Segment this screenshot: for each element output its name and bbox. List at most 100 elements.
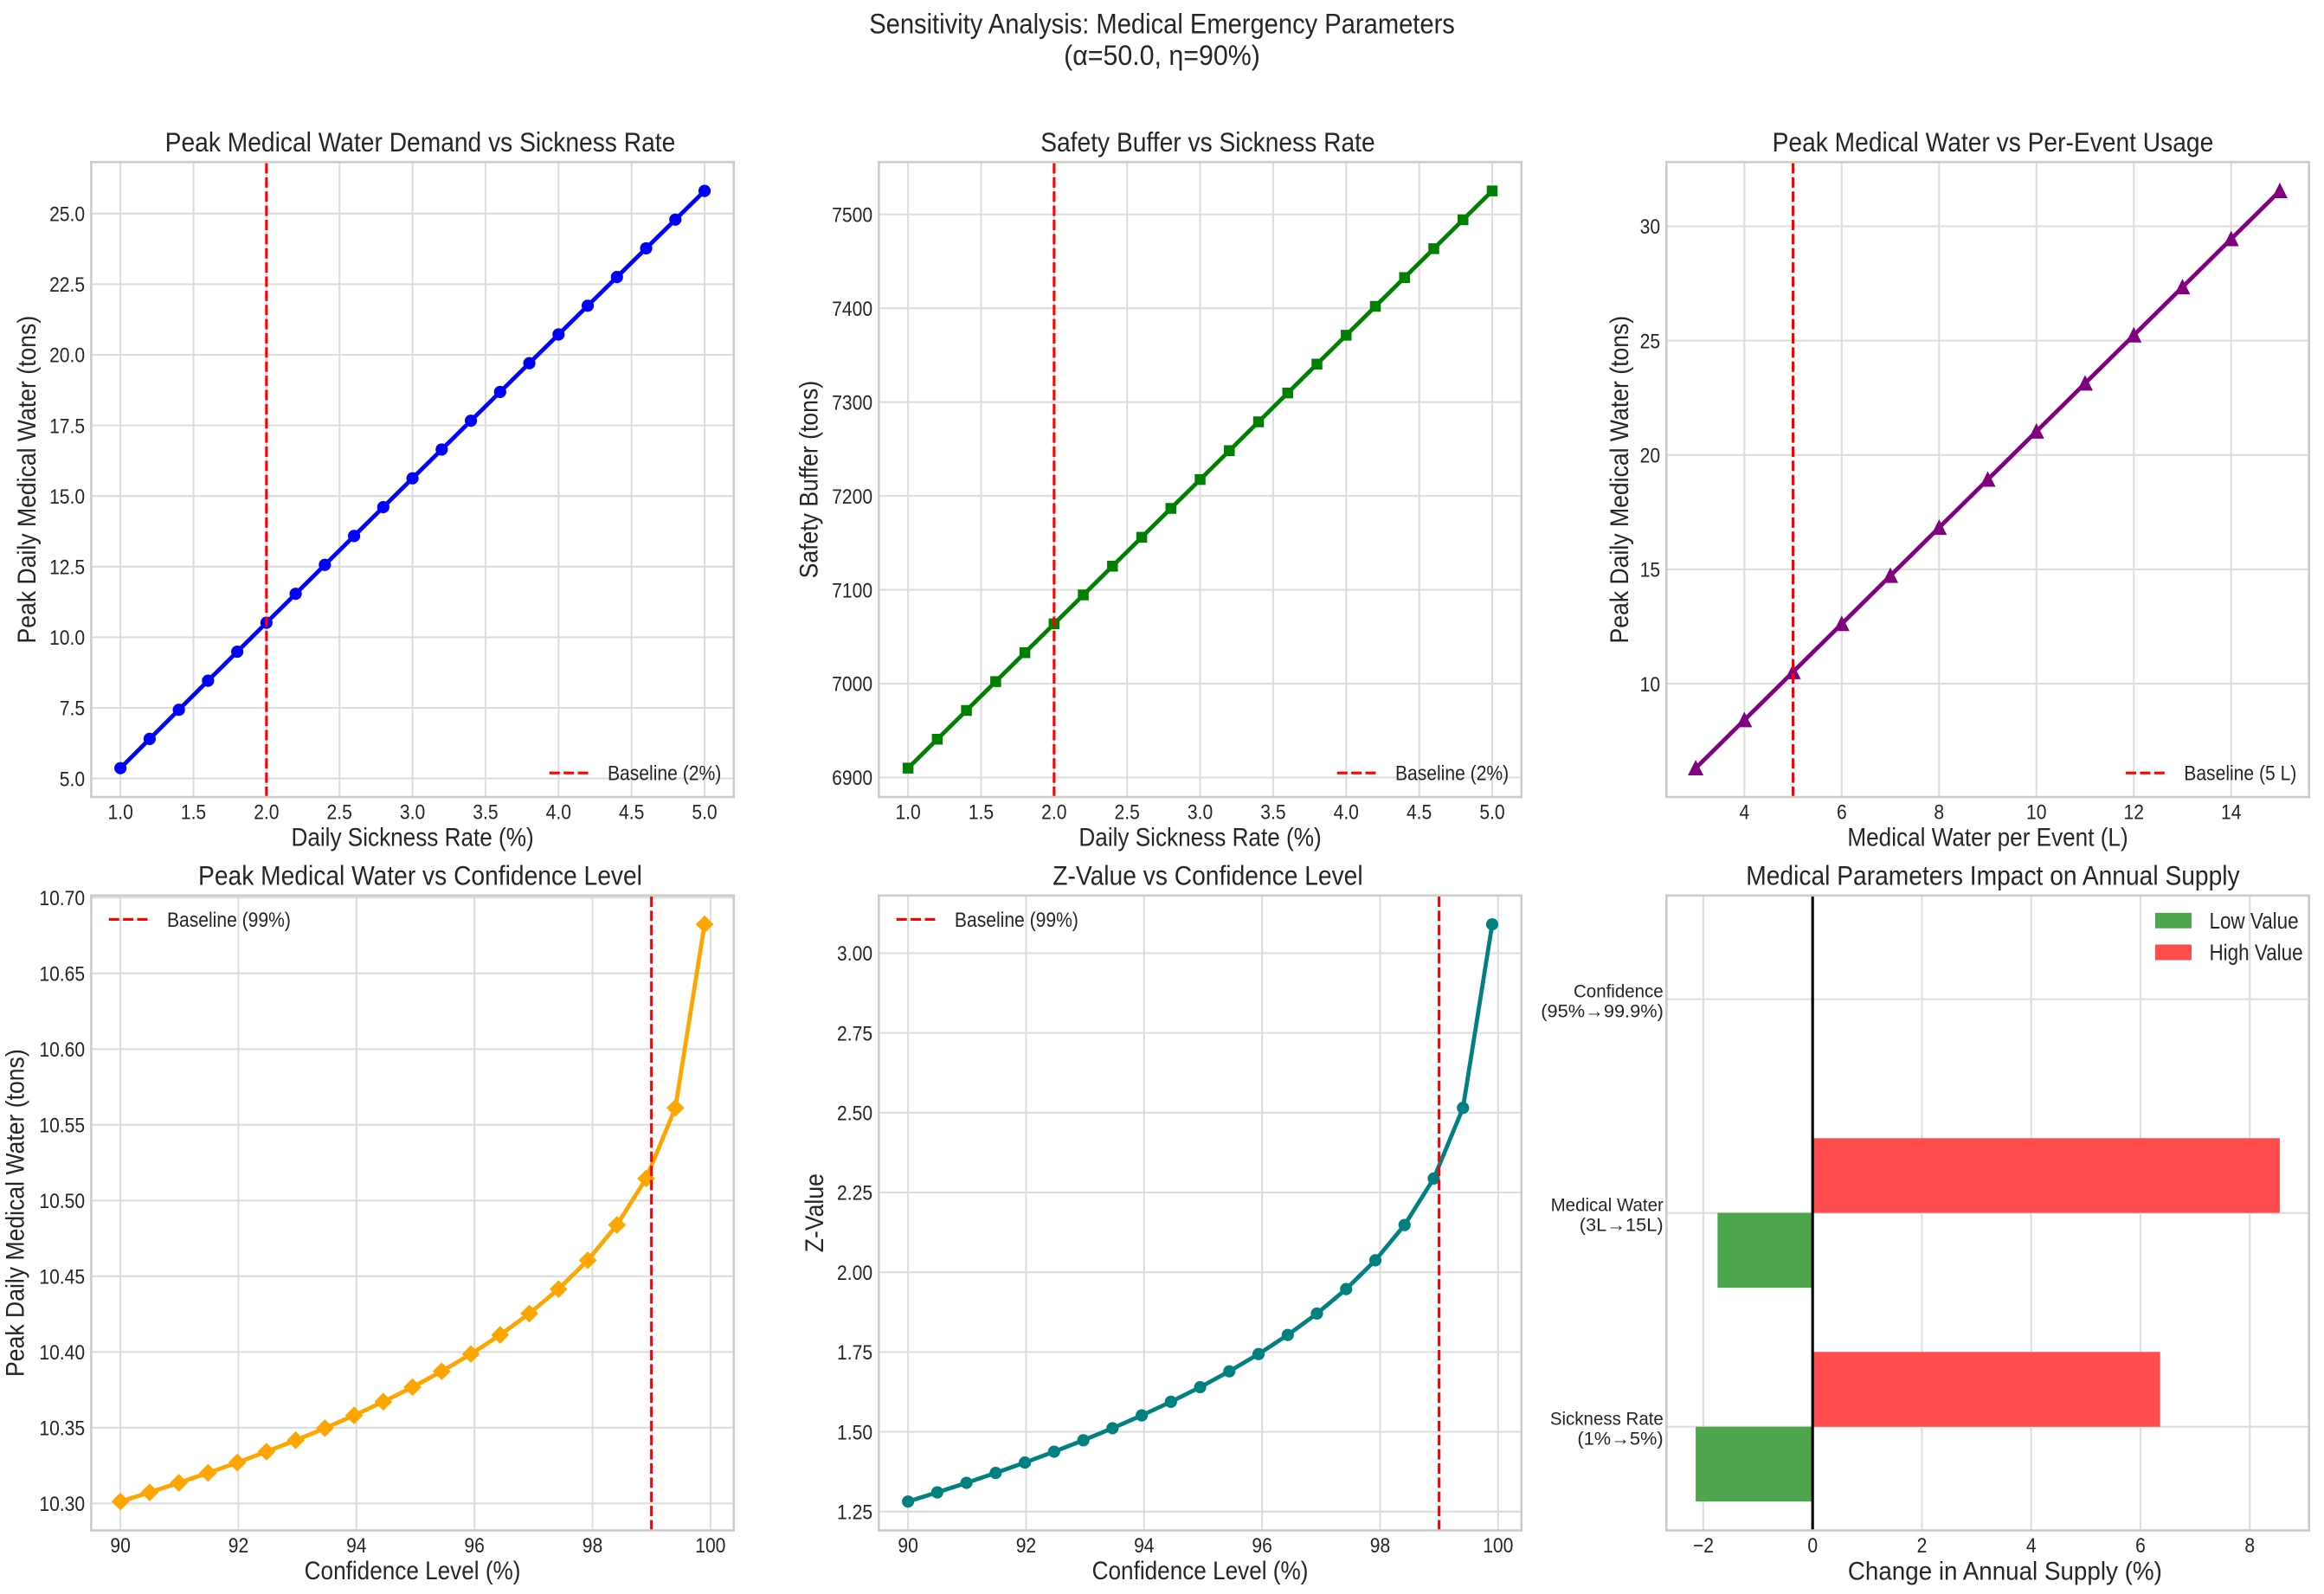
svg-text:2: 2	[1917, 1534, 1928, 1558]
svg-text:8: 8	[2244, 1534, 2255, 1558]
svg-text:12.5: 12.5	[49, 556, 85, 579]
svg-text:15.0: 15.0	[49, 485, 85, 509]
svg-text:Confidence Level (%): Confidence Level (%)	[305, 1557, 521, 1585]
svg-text:7400: 7400	[832, 298, 872, 321]
svg-text:92: 92	[229, 1534, 248, 1558]
svg-text:1.5: 1.5	[969, 801, 994, 825]
svg-text:6: 6	[1837, 801, 1847, 825]
svg-text:98: 98	[583, 1534, 602, 1558]
svg-text:(α=50.0, η=90%): (α=50.0, η=90%)	[1064, 40, 1260, 71]
svg-text:Safety Buffer (tons): Safety Buffer (tons)	[795, 381, 823, 579]
svg-text:Safety Buffer vs Sickness Rate: Safety Buffer vs Sickness Rate	[1040, 127, 1374, 157]
svg-text:10.0: 10.0	[49, 627, 85, 650]
svg-text:2.5: 2.5	[327, 801, 352, 825]
svg-text:(95%→99.9%): (95%→99.9%)	[1541, 1000, 1664, 1021]
svg-text:2.0: 2.0	[254, 801, 279, 825]
svg-text:Sickness Rate: Sickness Rate	[1550, 1408, 1664, 1429]
svg-text:25.0: 25.0	[49, 203, 85, 227]
svg-text:Confidence Level (%): Confidence Level (%)	[1092, 1557, 1309, 1585]
svg-text:Peak Medical Water Demand vs S: Peak Medical Water Demand vs Sickness Ra…	[165, 127, 676, 157]
svg-text:1.5: 1.5	[181, 801, 206, 825]
svg-text:10: 10	[2026, 801, 2046, 825]
svg-text:4: 4	[1739, 801, 1749, 825]
svg-text:2.75: 2.75	[837, 1022, 872, 1045]
svg-text:Peak Medical Water vs Confiden: Peak Medical Water vs Confidence Level	[198, 860, 642, 890]
svg-text:Z-Value vs Confidence Level: Z-Value vs Confidence Level	[1053, 860, 1362, 890]
svg-text:Peak Medical Water vs Per-Even: Peak Medical Water vs Per-Event Usage	[1773, 127, 2214, 157]
svg-text:Z-Value: Z-Value	[801, 1173, 829, 1252]
svg-text:7000: 7000	[832, 673, 872, 697]
svg-text:0: 0	[1807, 1534, 1818, 1558]
svg-text:25: 25	[1640, 330, 1660, 353]
svg-text:4: 4	[2026, 1534, 2037, 1558]
svg-text:Change in Annual Supply (%): Change in Annual Supply (%)	[1848, 1558, 2162, 1586]
svg-text:Peak Daily Medical Water (tons: Peak Daily Medical Water (tons)	[1606, 316, 1634, 644]
svg-text:10.30: 10.30	[39, 1493, 85, 1516]
svg-text:Low Value: Low Value	[2209, 909, 2298, 934]
svg-text:2.25: 2.25	[837, 1182, 872, 1205]
svg-text:4.5: 4.5	[1407, 801, 1432, 825]
svg-text:2.5: 2.5	[1115, 801, 1140, 825]
svg-text:100: 100	[695, 1534, 725, 1558]
svg-text:Baseline (2%): Baseline (2%)	[608, 762, 721, 786]
svg-text:10.55: 10.55	[39, 1115, 85, 1138]
svg-text:3.5: 3.5	[473, 801, 498, 825]
svg-text:10.35: 10.35	[39, 1417, 85, 1441]
svg-text:10.40: 10.40	[39, 1341, 85, 1365]
svg-text:Sensitivity Analysis: Medical: Sensitivity Analysis: Medical Emergency …	[869, 9, 1455, 40]
svg-text:7500: 7500	[832, 203, 872, 227]
svg-text:14: 14	[2221, 801, 2241, 825]
svg-text:90: 90	[898, 1534, 917, 1558]
svg-text:Confidence: Confidence	[1574, 980, 1664, 1001]
svg-text:100: 100	[1483, 1534, 1513, 1558]
svg-text:8: 8	[1934, 801, 1944, 825]
svg-text:High Value: High Value	[2209, 941, 2302, 965]
svg-text:Medical Water per Event (L): Medical Water per Event (L)	[1847, 824, 2128, 852]
svg-text:6900: 6900	[832, 767, 872, 790]
svg-text:1.25: 1.25	[837, 1501, 872, 1524]
svg-text:3.5: 3.5	[1260, 801, 1285, 825]
svg-text:−2: −2	[1693, 1534, 1714, 1558]
svg-text:2.00: 2.00	[837, 1262, 872, 1285]
svg-text:7100: 7100	[832, 579, 872, 602]
svg-text:3.00: 3.00	[837, 942, 872, 966]
svg-text:(3L→15L): (3L→15L)	[1580, 1214, 1664, 1235]
svg-text:12: 12	[2124, 801, 2144, 825]
svg-text:(1%→5%): (1%→5%)	[1577, 1428, 1663, 1449]
svg-text:2.0: 2.0	[1041, 801, 1066, 825]
svg-text:98: 98	[1370, 1534, 1390, 1558]
svg-text:10.65: 10.65	[39, 963, 85, 987]
svg-text:4.0: 4.0	[546, 801, 571, 825]
svg-text:96: 96	[464, 1534, 484, 1558]
svg-text:94: 94	[346, 1534, 366, 1558]
svg-text:20: 20	[1640, 444, 1660, 467]
svg-text:6: 6	[2135, 1534, 2146, 1558]
svg-text:4.0: 4.0	[1334, 801, 1359, 825]
svg-text:20.0: 20.0	[49, 344, 85, 368]
svg-text:10.60: 10.60	[39, 1038, 85, 1062]
svg-text:7300: 7300	[832, 391, 872, 415]
svg-text:92: 92	[1016, 1534, 1036, 1558]
svg-text:10.70: 10.70	[39, 887, 85, 910]
svg-text:Baseline (99%): Baseline (99%)	[955, 909, 1078, 932]
svg-text:1.0: 1.0	[107, 801, 132, 825]
svg-text:Peak Daily Medical Water (tons: Peak Daily Medical Water (tons)	[13, 316, 42, 644]
svg-text:Medical Water: Medical Water	[1551, 1194, 1664, 1215]
svg-text:Peak Daily Medical Water (tons: Peak Daily Medical Water (tons)	[2, 1049, 30, 1377]
svg-text:30: 30	[1640, 215, 1660, 239]
svg-text:Baseline (5 L): Baseline (5 L)	[2184, 762, 2296, 786]
svg-text:Medical Parameters Impact on A: Medical Parameters Impact on Annual Supp…	[1746, 860, 2240, 890]
svg-text:7200: 7200	[832, 485, 872, 509]
svg-text:17.5: 17.5	[49, 415, 85, 438]
svg-text:90: 90	[110, 1534, 130, 1558]
svg-text:5.0: 5.0	[60, 768, 85, 791]
svg-text:Daily Sickness Rate (%): Daily Sickness Rate (%)	[1078, 824, 1321, 852]
svg-text:5.0: 5.0	[1479, 801, 1504, 825]
svg-text:Baseline (99%): Baseline (99%)	[167, 909, 291, 932]
svg-text:1.75: 1.75	[837, 1341, 872, 1365]
svg-text:3.0: 3.0	[400, 801, 425, 825]
svg-text:7.5: 7.5	[60, 697, 85, 721]
svg-text:10.50: 10.50	[39, 1190, 85, 1213]
svg-text:2.50: 2.50	[837, 1102, 872, 1126]
svg-text:1.50: 1.50	[837, 1421, 872, 1444]
